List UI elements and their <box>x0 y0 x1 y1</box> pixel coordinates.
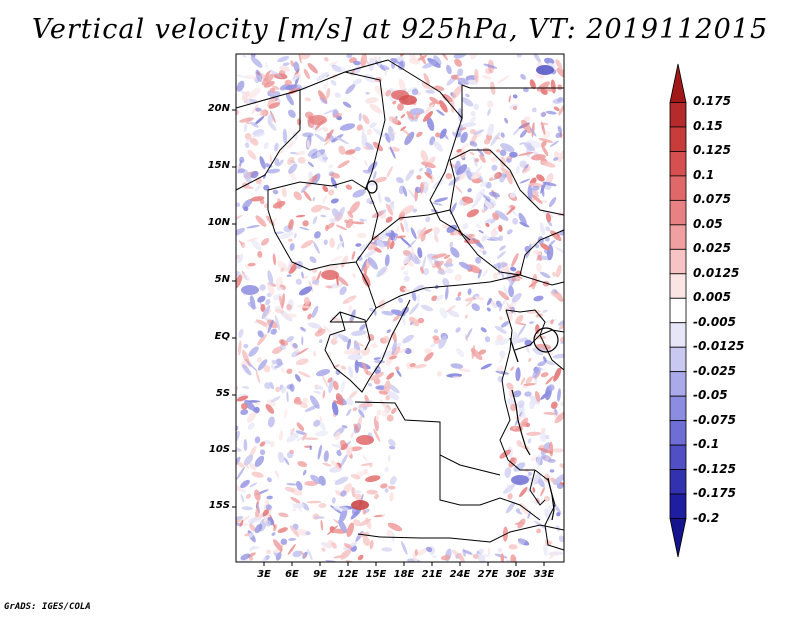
lat-label: EQ <box>214 331 230 342</box>
angola-namibia-border <box>357 524 565 543</box>
colorbar-label: -0.125 <box>693 461 736 476</box>
colorbar-label: 0.175 <box>693 94 731 109</box>
lake-albert <box>509 337 519 363</box>
colorbar-label: -0.2 <box>693 510 720 525</box>
lat-label: 5N <box>214 274 230 285</box>
lakes <box>366 180 559 521</box>
lat-label: 15N <box>207 160 230 171</box>
colorbar-swatch <box>669 102 687 128</box>
colorbar-swatch <box>669 469 687 495</box>
lon-label: 6E <box>285 569 299 580</box>
colorbar-label: 0.05 <box>693 216 723 231</box>
lat-label: 5S <box>215 388 230 399</box>
colorbar-swatch <box>669 273 687 299</box>
axis-ticks <box>232 109 545 566</box>
colorbar-label: -0.075 <box>693 412 736 427</box>
lake-victoria <box>533 327 559 353</box>
colorbar-label: 0.005 <box>693 290 731 305</box>
lon-label: 33E <box>533 569 555 580</box>
colorbar-label: -0.175 <box>693 486 736 501</box>
mali-niger-border <box>235 90 301 191</box>
colorbar-swatch <box>669 420 687 446</box>
colorbar-label: -0.005 <box>693 314 736 329</box>
lon-label: 27E <box>477 569 499 580</box>
north-africa-borders <box>235 59 564 120</box>
lat-label: 15S <box>208 500 230 511</box>
colorbar-swatch <box>669 518 687 558</box>
colorbar-swatch <box>669 346 687 373</box>
lon-label: 3E <box>257 569 271 580</box>
lat-label: 10S <box>208 444 230 455</box>
country-borders <box>235 59 565 551</box>
map-frame <box>235 53 565 563</box>
niger-chad-border <box>344 71 386 191</box>
colorbar-swatch <box>669 371 687 397</box>
colorbar-swatch <box>669 63 687 103</box>
colorbar-label: -0.025 <box>693 363 736 378</box>
lon-label: 24E <box>449 569 471 580</box>
lake-malawi <box>547 477 555 521</box>
colorbar-swatch <box>669 444 687 470</box>
lat-label: 10N <box>207 217 230 228</box>
colorbar-swatch <box>669 248 687 275</box>
colorbar-swatch <box>669 126 687 152</box>
gabon-border <box>329 311 371 351</box>
colorbar-label: 0.1 <box>693 167 715 182</box>
colorbar-swatch <box>669 395 687 422</box>
colorbar-label: -0.0125 <box>693 339 745 354</box>
colorbar-swatch <box>669 151 687 177</box>
drc-uganda-border <box>501 309 513 381</box>
uganda-border <box>505 309 546 351</box>
colorbar-swatch <box>669 175 687 201</box>
colorbar-swatch <box>669 297 687 324</box>
colorbar <box>669 63 687 558</box>
lake-tanganyika <box>511 389 531 456</box>
velocity-field <box>236 54 564 562</box>
car-drc-border <box>375 274 521 309</box>
map-title: Vertical velocity [m/s] at 925hPa, VT: 2… <box>31 14 769 45</box>
colorbar-label: 0.0125 <box>693 265 740 280</box>
lake-chad <box>366 180 378 194</box>
congo-gabon-border <box>324 299 411 393</box>
angola-zambia-border <box>439 455 541 521</box>
credit-text: GrADS: IGES/COLA <box>4 602 91 612</box>
lon-label: 18E <box>393 569 415 580</box>
colorbar-swatch <box>669 322 687 348</box>
colorbar-swatch <box>669 224 687 250</box>
mozambique-border <box>534 469 565 551</box>
chad-car-border <box>371 209 565 286</box>
drc-angola-border <box>354 401 501 476</box>
drc-tanzania-border <box>499 379 535 471</box>
lon-label: 9E <box>313 569 327 580</box>
lon-label: 21E <box>421 569 443 580</box>
colorbar-label: 0.15 <box>693 118 723 133</box>
colorbar-swatch <box>669 493 687 519</box>
nigeria-outline <box>267 179 379 271</box>
colorbar-label: -0.05 <box>693 388 728 403</box>
lon-label: 12E <box>337 569 359 580</box>
colorbar-label: 0.025 <box>693 241 731 256</box>
lon-label: 15E <box>365 569 387 580</box>
sudan-border <box>449 149 565 216</box>
lat-label: 20N <box>207 103 230 114</box>
colorbar-label: 0.125 <box>693 143 731 158</box>
colorbar-swatch <box>669 199 687 226</box>
ethiopia-border <box>519 229 565 276</box>
tanzania-border <box>539 334 565 371</box>
colorbar-label: 0.075 <box>693 192 731 207</box>
lon-label: 30E <box>505 569 527 580</box>
zambia-malawi-border <box>529 469 546 506</box>
colorbar-label: -0.1 <box>693 437 720 452</box>
